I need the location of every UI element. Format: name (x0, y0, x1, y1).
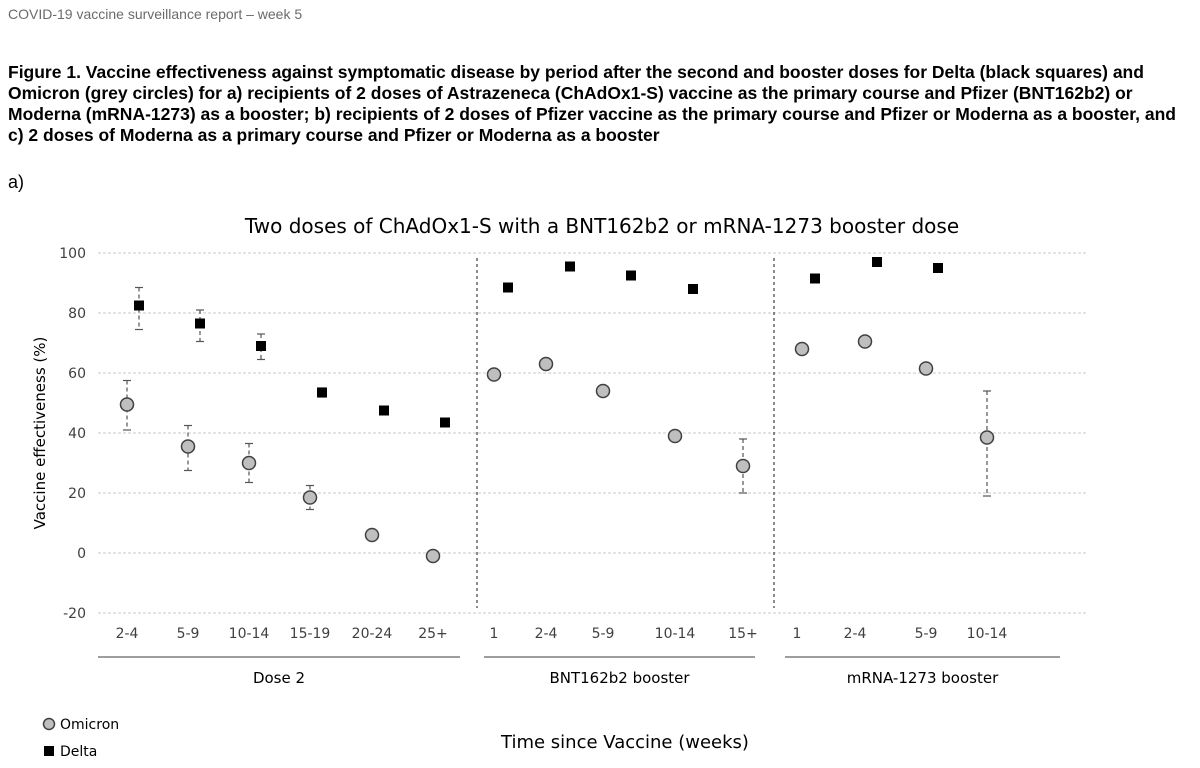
x-tick-label: 15-19 (290, 626, 331, 642)
omicron-point (241, 455, 257, 471)
omicron-point (794, 341, 810, 357)
y-tick-label: 60 (68, 366, 86, 382)
legend-omicron-marker (42, 717, 56, 731)
delta-point (626, 270, 636, 281)
omicron-point (364, 527, 380, 543)
x-tick-label: 1 (490, 626, 499, 642)
y-tick-label: 20 (68, 486, 86, 502)
plot-area: 100 80 60 40 20 0 -20 2-4 5-9 10-14 15-19 20-24 25+ D… (59, 246, 1087, 687)
x-tick-label: 20-24 (352, 626, 393, 642)
x-tick-label: 5-9 (177, 626, 200, 642)
omicron-point (486, 367, 502, 382)
omicron-point (425, 548, 441, 564)
omicron-point (918, 361, 934, 376)
delta-point (872, 257, 882, 267)
omicron-point (667, 428, 683, 444)
y-tick-label: 40 (68, 426, 86, 442)
delta-point (317, 387, 327, 398)
x-tick-label: 10-14 (655, 626, 696, 642)
group-label: Dose 2 (253, 669, 305, 687)
x-tick-label: 5-9 (915, 626, 938, 642)
legend: Omicron Delta (42, 717, 119, 760)
x-axis-label: Time since Vaccine (weeks) (500, 732, 749, 753)
omicron-point (538, 356, 554, 372)
x-tick-label: 2-4 (535, 626, 558, 642)
delta-point (195, 318, 205, 329)
x-tick-label: 2-4 (844, 626, 867, 642)
y-axis-label: Vaccine effectiveness (%) (31, 337, 49, 530)
x-tick-label: 10-14 (967, 626, 1008, 642)
legend-omicron-label: Omicron (60, 717, 119, 733)
chart-title: Two doses of ChAdOx1-S with a BNT162b2 o… (244, 214, 959, 238)
omicron-point (595, 383, 611, 399)
omicron-point (180, 439, 196, 454)
y-tick-label: 0 (77, 546, 86, 562)
omicron-point (979, 430, 995, 445)
omicron-point (302, 490, 318, 505)
delta-point (256, 341, 266, 351)
omicron-point (857, 334, 873, 349)
omicron-point (119, 397, 135, 412)
delta-point (503, 282, 513, 293)
x-tick-label: 15+ (728, 626, 758, 642)
y-tick-label: 100 (59, 246, 86, 262)
legend-delta-marker (44, 746, 54, 756)
x-tick-label: 5-9 (592, 626, 615, 642)
delta-point (379, 405, 389, 416)
x-tick-label: 2-4 (116, 626, 139, 642)
x-tick-label: 10-14 (229, 626, 270, 642)
x-tick-label: 25+ (418, 626, 448, 642)
delta-point (134, 300, 144, 311)
omicron-point (735, 458, 751, 474)
delta-point (440, 417, 450, 428)
y-tick-label: 80 (68, 306, 86, 322)
delta-point (688, 284, 698, 294)
x-tick-label: 1 (793, 626, 802, 642)
delta-point (933, 263, 943, 273)
delta-point (810, 273, 820, 284)
legend-delta-label: Delta (60, 744, 97, 760)
report-header: COVID-19 vaccine surveillance report – w… (8, 6, 303, 22)
panel-label: a) (8, 172, 25, 192)
group-label: BNT162b2 booster (549, 669, 690, 687)
y-tick-label: -20 (63, 606, 86, 622)
group-label: mRNA-1273 booster (847, 669, 999, 687)
figure-caption: Figure 1. Vaccine effectiveness against … (8, 62, 1176, 145)
delta-point (565, 261, 575, 272)
